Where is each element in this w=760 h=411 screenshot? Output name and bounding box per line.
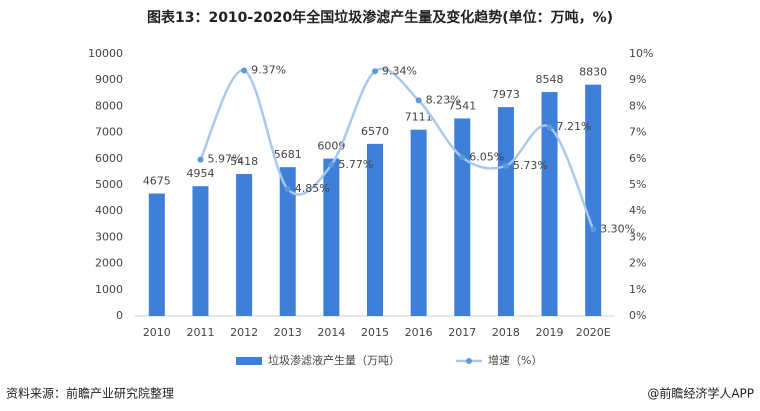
bar-label: 7541 — [448, 99, 476, 112]
legend-swatch-point — [466, 358, 472, 364]
bar-label: 5418 — [230, 155, 258, 168]
y2-tick-label: 6% — [629, 152, 646, 165]
line-point — [284, 185, 291, 192]
bar — [497, 107, 514, 317]
line-point — [372, 68, 378, 75]
y-tick-label: 0 — [116, 309, 123, 322]
y-tick-label: 3000 — [95, 230, 123, 243]
line-label: 8.23% — [426, 93, 461, 106]
legend-label: 垃圾渗滤液产生量（万吨） — [268, 353, 400, 367]
source: 资料来源：前瞻产业研究院整理 — [6, 386, 174, 401]
line-label: 9.37% — [251, 64, 286, 77]
line — [199, 67, 595, 231]
bar-label: 4954 — [186, 167, 214, 180]
bar-label: 5681 — [274, 148, 302, 161]
x-tick-label: 2018 — [492, 326, 520, 339]
x-tick-label: 2012 — [230, 326, 258, 339]
chart-title: 图表13：2010-2020年全国垃圾渗滤产生量及变化趋势(单位：万吨，%) — [147, 9, 613, 26]
bar — [585, 84, 602, 317]
bar — [410, 129, 427, 316]
line-label: 5.77% — [338, 158, 373, 171]
y-tick-label: 8000 — [95, 99, 123, 112]
line-label: 5.97% — [207, 153, 242, 166]
x-tick-label: 2019 — [536, 326, 564, 339]
legend-label: 增速（%） — [488, 353, 542, 367]
line-point — [546, 124, 553, 131]
y2-tick-label: 4% — [629, 204, 646, 217]
y2-tick-label: 7% — [629, 126, 646, 139]
line-point — [197, 156, 204, 163]
bar — [192, 186, 209, 316]
line-label: 5.73% — [513, 159, 548, 172]
y-tick-label: 1000 — [95, 283, 123, 296]
y2-tick-label: 8% — [629, 99, 646, 112]
line-point — [459, 154, 466, 161]
y-tick-label: 6000 — [95, 152, 123, 165]
line-point — [502, 162, 509, 169]
bar — [148, 193, 165, 316]
y2-tick-label: 2% — [629, 257, 646, 270]
bar-label: 7111 — [405, 111, 433, 124]
y2-tick-label: 0% — [629, 309, 646, 322]
x-tick-label: 2010 — [143, 326, 171, 339]
x-tick-label: 2013 — [274, 326, 302, 339]
y-tick-label: 2000 — [95, 257, 123, 270]
line-point — [590, 226, 597, 233]
y2-tick-label: 9% — [629, 73, 646, 86]
x-tick-label: 2016 — [405, 326, 433, 339]
bar — [454, 118, 471, 316]
y2-tick-label: 10% — [629, 47, 653, 60]
bar — [323, 158, 340, 316]
y-tick-label: 9000 — [95, 73, 123, 86]
line-point — [328, 161, 335, 168]
bar-label: 8548 — [536, 73, 564, 86]
bar — [279, 167, 296, 316]
x-tick-label: 2017 — [448, 326, 476, 339]
line-label: 4.85% — [295, 182, 330, 195]
y-tick-label: 5000 — [95, 178, 123, 191]
y-tick-label: 4000 — [95, 204, 123, 217]
y-tick-label: 10000 — [88, 47, 123, 60]
line-label: 7.21% — [557, 120, 592, 133]
bar-label: 6570 — [361, 125, 389, 138]
x-tick-label: 2011 — [186, 326, 214, 339]
y2-tick-label: 5% — [629, 178, 646, 191]
x-tick-label: 2014 — [317, 326, 345, 339]
line-point — [241, 67, 248, 74]
bar — [236, 174, 253, 316]
bar — [541, 92, 558, 317]
line-point — [415, 97, 422, 104]
line-label: 9.34% — [382, 64, 417, 77]
bar-label: 7973 — [492, 88, 520, 101]
line-label: 3.30% — [600, 223, 635, 236]
credit: @前瞻经济学人APP — [647, 386, 754, 401]
x-tick-label: 2020E — [576, 326, 611, 339]
legend-swatch — [236, 357, 262, 365]
y2-tick-label: 3% — [629, 230, 646, 243]
bar — [367, 143, 383, 316]
line-label: 6.05% — [469, 150, 504, 163]
bar-label: 4675 — [143, 175, 171, 188]
bar-label: 8830 — [579, 66, 607, 79]
x-tick-label: 2015 — [361, 326, 389, 339]
y-tick-label: 7000 — [95, 126, 123, 139]
y2-tick-label: 1% — [629, 283, 646, 296]
